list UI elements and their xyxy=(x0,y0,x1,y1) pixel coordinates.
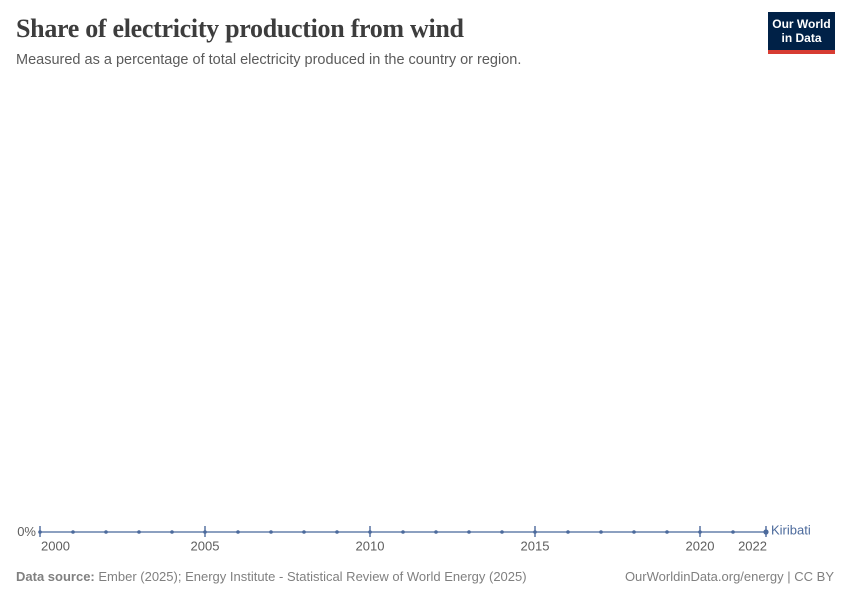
owid-logo-line1: Our World xyxy=(772,17,831,31)
data-point xyxy=(302,530,306,534)
data-point xyxy=(632,530,636,534)
data-point xyxy=(731,530,735,534)
data-point xyxy=(566,530,570,534)
data-point xyxy=(71,530,75,534)
data-source-note: Data source: Ember (2025); Energy Instit… xyxy=(16,569,527,584)
x-tick-label: 2005 xyxy=(191,539,220,554)
data-point xyxy=(467,530,471,534)
data-point xyxy=(236,530,240,534)
x-tick-label: 2000 xyxy=(41,539,70,554)
owid-logo[interactable]: Our World in Data xyxy=(768,12,835,54)
x-tick-label: 2010 xyxy=(356,539,385,554)
data-point xyxy=(269,530,273,534)
data-source-text: Ember (2025); Energy Institute - Statist… xyxy=(94,569,527,584)
plot-svg: 0% 2000 2005 2010 2015 2020 2022 Kiribati xyxy=(17,523,811,554)
data-point xyxy=(170,530,174,534)
owid-license-link[interactable]: OurWorldinData.org/energy | CC BY xyxy=(624,569,834,584)
data-source-label: Data source: xyxy=(16,569,95,584)
y-axis-zero-label: 0% xyxy=(17,524,36,539)
x-tick-label: 2020 xyxy=(686,539,715,554)
data-point xyxy=(434,530,438,534)
owid-logo-line2: in Data xyxy=(781,31,822,45)
series-layer xyxy=(38,529,769,535)
x-axis-layer: 2000 2005 2010 2015 2020 2022 xyxy=(39,526,767,554)
data-point xyxy=(137,530,141,534)
data-point xyxy=(401,530,405,534)
footer: Data source: Ember (2025); Energy Instit… xyxy=(16,569,834,584)
page-subtitle: Measured as a percentage of total electr… xyxy=(16,52,522,68)
x-tick-label: 2022 xyxy=(738,539,767,554)
data-point xyxy=(665,530,669,534)
data-point xyxy=(500,530,504,534)
x-tick-label: 2015 xyxy=(521,539,550,554)
entity-label-kiribati[interactable]: Kiribati xyxy=(771,523,811,538)
data-point xyxy=(335,530,339,534)
data-point xyxy=(599,530,603,534)
data-point xyxy=(104,530,108,534)
page-title: Share of electricity production from win… xyxy=(16,14,464,43)
